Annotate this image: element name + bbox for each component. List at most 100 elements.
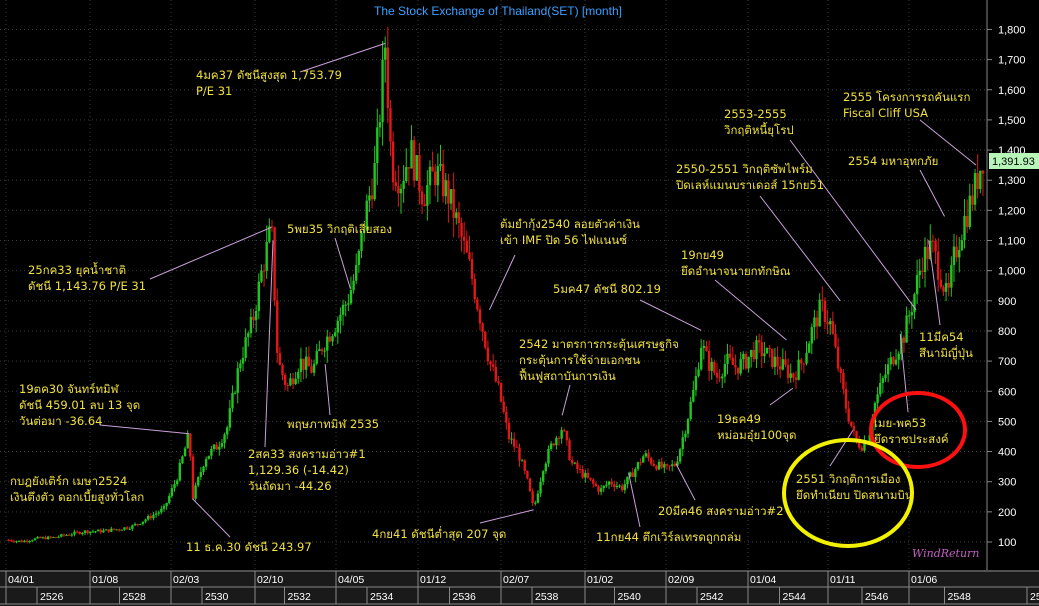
candle-body xyxy=(54,537,58,539)
candle-body xyxy=(402,180,405,189)
candle-body xyxy=(573,462,576,464)
candle-body xyxy=(520,460,524,462)
x-tick-label-month: 04/05 xyxy=(338,574,364,586)
y-tick-label: 800 xyxy=(998,326,1016,338)
candle-body xyxy=(515,446,519,448)
candle-body xyxy=(794,377,798,380)
candle-body xyxy=(455,212,458,218)
annotation: 2550-2551 วิกฤติซัพไพร์มปิดเลห์แมนบราเดอ… xyxy=(675,162,824,192)
candle-body xyxy=(28,540,31,542)
candle-body xyxy=(921,270,924,272)
x-tick-label-year: 2538 xyxy=(535,591,559,603)
annotation: 4กย41 ดัชนีต่ำสุด 207 จุด xyxy=(372,526,506,541)
candle-body xyxy=(610,481,613,485)
candle-body xyxy=(541,471,545,482)
candle-body xyxy=(839,368,842,373)
candle-body xyxy=(75,531,79,533)
annotation-text: ฟื้นฟูสถาบันการเงิน xyxy=(519,368,616,383)
candle-body xyxy=(942,287,945,292)
candle-body xyxy=(642,456,645,463)
highlight-circles xyxy=(782,391,967,548)
candle-body xyxy=(673,464,677,466)
candle-body xyxy=(112,528,116,530)
candle-body xyxy=(186,434,189,449)
x-tick-label-month: 02/07 xyxy=(503,574,529,586)
candle-body xyxy=(555,437,558,446)
candle-body xyxy=(60,534,63,537)
x-tick-label-month: 01/02 xyxy=(587,574,613,586)
x-tick-label-year: 2532 xyxy=(288,591,312,603)
candle-body xyxy=(491,364,495,367)
candle-body xyxy=(444,180,447,197)
annotation-text: 11กย44 ตึกเวิร์ลเทรดถูกถล่ม xyxy=(596,530,741,544)
y-axis: 100 200 300 400 500 600 700 800 900 1,000 1,100 1,2… xyxy=(986,0,1026,570)
candle-body xyxy=(107,529,110,532)
candle-body xyxy=(855,431,858,442)
candle-body xyxy=(599,488,603,492)
annotation-leader xyxy=(789,139,917,311)
candle-body xyxy=(410,140,413,169)
candle-body xyxy=(886,364,890,375)
candle-body xyxy=(247,333,250,338)
annotation: 20มีค46 สงครามอ่าว#2 xyxy=(658,504,784,518)
x-tick-label-year: 2528 xyxy=(123,591,147,603)
candle-body xyxy=(202,466,205,472)
candle-body xyxy=(128,528,131,530)
y-tick-label: 1,100 xyxy=(998,236,1026,248)
candle-body xyxy=(289,378,292,386)
candle-body xyxy=(829,321,832,325)
candle-body xyxy=(215,444,218,450)
candle-body xyxy=(405,167,408,181)
candle-body xyxy=(415,155,418,181)
annotation-text: กบฎยังเติร์ก เมษา2524 xyxy=(10,474,127,488)
candle-body xyxy=(628,472,632,477)
candle-body xyxy=(283,375,287,385)
candle-body xyxy=(104,529,108,531)
candle-body xyxy=(157,512,160,514)
candle-body xyxy=(115,529,118,531)
candle-body xyxy=(768,347,771,349)
candle-body xyxy=(534,502,537,504)
annotation-leader xyxy=(324,364,331,416)
candle-body xyxy=(852,426,856,432)
annotation-leader xyxy=(628,472,641,528)
candle-body xyxy=(620,485,624,491)
candle-body xyxy=(823,300,827,322)
candle-body xyxy=(623,484,627,491)
candle-body xyxy=(660,461,663,468)
candle-body xyxy=(389,108,392,142)
candle-body xyxy=(826,321,829,325)
y-tick-label: 1,800 xyxy=(998,24,1026,36)
candle-body xyxy=(339,314,342,321)
candle-body xyxy=(649,458,653,464)
candle-body xyxy=(497,381,500,383)
candle-body xyxy=(397,186,400,194)
candle-body xyxy=(252,316,255,320)
candle-body xyxy=(752,349,756,360)
candle-body xyxy=(736,367,740,374)
y-tick-label: 200 xyxy=(998,507,1016,519)
annotation-leader xyxy=(899,333,909,413)
candle-body xyxy=(49,536,52,538)
annotation-text: 19กย49 xyxy=(681,248,724,262)
candle-body xyxy=(44,537,47,540)
candle-body xyxy=(884,374,887,379)
candle-body xyxy=(52,537,55,539)
candle-body xyxy=(860,447,864,451)
candle-body xyxy=(605,484,608,486)
candle-body xyxy=(189,434,192,457)
candle-body xyxy=(194,485,197,499)
candle-body xyxy=(563,430,566,432)
candle-body xyxy=(676,461,679,466)
candle-body xyxy=(362,230,366,233)
candle-body xyxy=(894,359,898,365)
annotation-leader xyxy=(928,240,941,326)
candle-body xyxy=(15,541,18,543)
candle-body xyxy=(773,356,777,367)
candle-body xyxy=(144,519,147,522)
annotation: 19ตค30 จันทร์ทมิฬดัชนี 459.01 ลบ 13 จุดว… xyxy=(19,382,140,428)
candle-body xyxy=(781,359,785,370)
candle-body xyxy=(355,264,358,281)
x-tick-label-month: 02/03 xyxy=(173,574,199,586)
